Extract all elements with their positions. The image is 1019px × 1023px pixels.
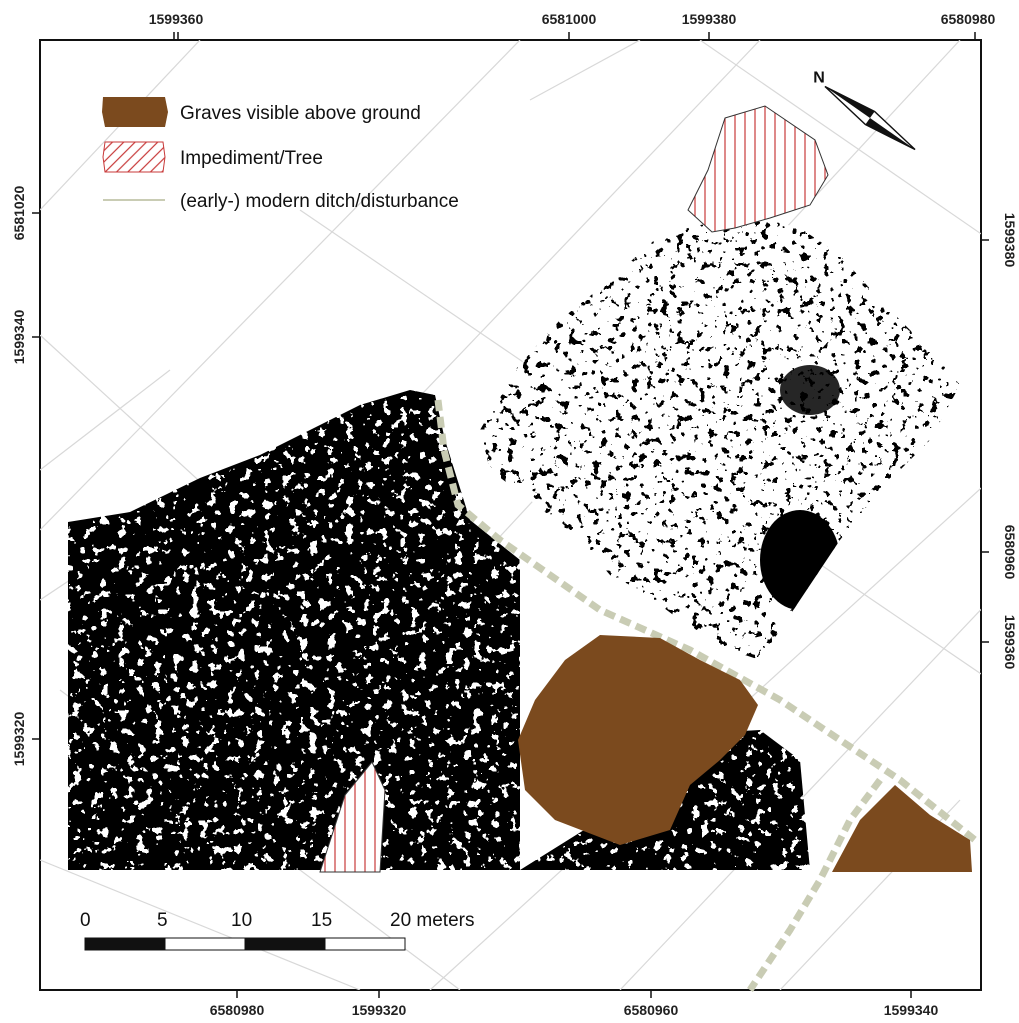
coord-top-3: 1599380 bbox=[682, 11, 737, 27]
legend-impediment-swatch bbox=[102, 141, 166, 173]
grave-large bbox=[518, 635, 758, 845]
coord-right-1: 1599380 bbox=[1002, 213, 1018, 268]
tree-north bbox=[687, 105, 829, 233]
coord-bottom-1: 6580980 bbox=[210, 1002, 265, 1018]
scale-tick-10: 10 bbox=[231, 910, 252, 931]
legend-impediment-label: Impediment/Tree bbox=[180, 148, 323, 169]
coord-bottom-2: 1599320 bbox=[352, 1002, 407, 1018]
scale-tick-20: 20 meters bbox=[390, 910, 474, 931]
graves bbox=[518, 635, 972, 872]
coord-bottom-4: 1599340 bbox=[884, 1002, 939, 1018]
coord-left-1: 6581020 bbox=[11, 186, 27, 241]
legend-graves-swatch bbox=[102, 97, 168, 127]
scale-tick-5: 5 bbox=[157, 910, 168, 931]
coord-left-3: 1599320 bbox=[11, 712, 27, 767]
scale-bar: 0 5 10 15 20 meters bbox=[80, 910, 474, 951]
coord-right-2: 6580960 bbox=[1002, 525, 1018, 580]
north-label: N bbox=[813, 69, 825, 86]
tree-south bbox=[319, 761, 386, 873]
impediments bbox=[319, 105, 829, 873]
legend: Graves visible above ground Impediment/T… bbox=[102, 97, 459, 212]
coord-left-2: 1599340 bbox=[11, 310, 27, 365]
coord-top-1: 1599360 bbox=[149, 11, 204, 27]
frame-ticks bbox=[32, 32, 989, 998]
coord-bottom-3: 6580960 bbox=[624, 1002, 679, 1018]
grave-small bbox=[832, 785, 972, 872]
legend-ditch-label: (early-) modern ditch/disturbance bbox=[180, 191, 459, 212]
scale-tick-15: 15 bbox=[311, 910, 332, 931]
ditch-lines bbox=[434, 399, 978, 992]
coord-top-2: 6581000 bbox=[542, 11, 597, 27]
north-arrow: N bbox=[813, 69, 916, 151]
coord-right-3: 1599360 bbox=[1002, 615, 1018, 670]
scale-tick-0: 0 bbox=[80, 910, 91, 931]
legend-graves-label: Graves visible above ground bbox=[180, 103, 421, 124]
ditch-upper bbox=[434, 399, 978, 843]
coord-top-4: 6580980 bbox=[941, 11, 996, 27]
